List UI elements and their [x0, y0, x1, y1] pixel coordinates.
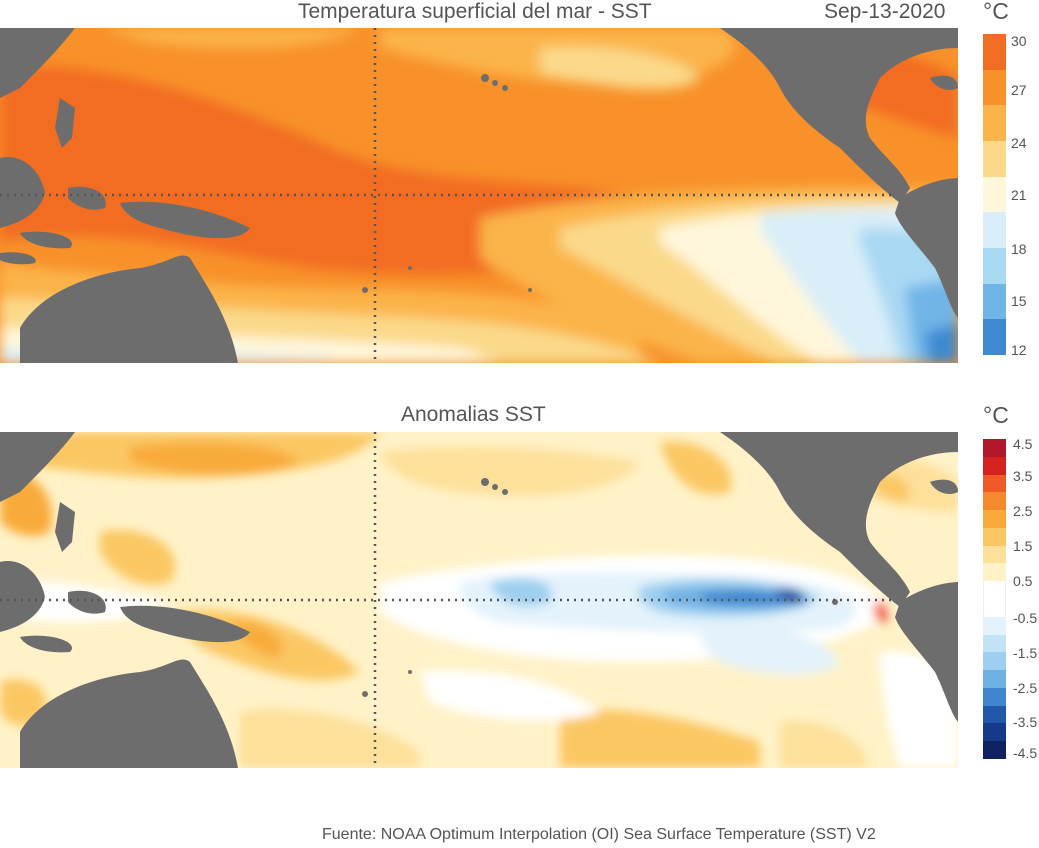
- anom-colorbar-tick-label: 4.5: [1013, 436, 1033, 452]
- anom-colorbar-tick-label: -2.5: [1013, 680, 1038, 696]
- anom-colorbar-swatch: [983, 687, 1006, 707]
- sst-colorbar-swatch: [983, 176, 1006, 213]
- anom-colorbar-swatch: [983, 527, 1006, 547]
- sst-colorbar-tick-label: 12: [1011, 342, 1027, 358]
- sst-land-masses: [0, 28, 958, 363]
- anom-colorbar-swatch: [983, 563, 1006, 582]
- sst-colorbar-tick-label: 21: [1011, 187, 1027, 203]
- anom-colorbar-tick-label: -4.5: [1013, 745, 1038, 761]
- anom-land-masses: [0, 432, 958, 768]
- anom-grid-lines: [0, 432, 895, 768]
- anom-colorbar-tick-label: -1.5: [1013, 645, 1038, 661]
- sst-unit-label: °C: [983, 0, 1009, 24]
- anom-colorbar-tick-label: 0.5: [1013, 573, 1033, 589]
- anom-colorbar-tick-label: 3.5: [1013, 468, 1033, 484]
- sst-colorbar-tick-label: 24: [1011, 135, 1027, 151]
- sst-colorbar-tick-label: 18: [1011, 241, 1027, 257]
- sst-date-label: Sep-13-2020: [824, 0, 946, 23]
- sst-colorbar-swatch: [983, 105, 1006, 142]
- sst-colorbar-swatch: [983, 141, 1006, 178]
- anom-colorbar-swatch: [983, 492, 1006, 511]
- anom-colorbar-swatch: [983, 581, 1006, 600]
- sst-colorbar-swatch: [983, 69, 1006, 106]
- anom-colorbar-swatch: [983, 510, 1006, 529]
- anom-colorbar-swatch: [983, 741, 1006, 760]
- anom-map: [0, 432, 958, 768]
- sst-panel-title: Temperatura superficial del mar - SST: [298, 0, 652, 23]
- anom-colorbar-swatch: [983, 705, 1006, 724]
- sst-map: [0, 28, 958, 363]
- anom-panel-title: Anomalias SST: [401, 403, 546, 426]
- anom-colorbar-tick-label: -3.5: [1013, 714, 1038, 730]
- anom-colorbar-swatch: [983, 456, 1006, 476]
- sst-colorbar-swatch: [983, 283, 1006, 320]
- sst-colorbar-swatch: [983, 212, 1006, 249]
- anom-colorbar-swatch: [983, 723, 1006, 742]
- anom-colorbar-swatch: [983, 652, 1006, 671]
- anom-unit-label: °C: [983, 402, 1009, 428]
- sst-colorbar-swatch: [983, 34, 1006, 71]
- anom-colorbar-tick-label: 1.5: [1013, 538, 1033, 554]
- sst-colorbar-swatch: [983, 319, 1006, 356]
- anom-colorbar-tick-label: 2.5: [1013, 503, 1033, 519]
- sst-colorbar-tick-label: 30: [1011, 33, 1027, 49]
- anom-colorbar: [983, 439, 1006, 760]
- anom-colorbar-swatch: [983, 474, 1006, 493]
- anom-colorbar-swatch: [983, 599, 1006, 618]
- anom-colorbar-swatch: [983, 439, 1006, 458]
- anom-colorbar-swatch: [983, 545, 1006, 564]
- anom-colorbar-swatch: [983, 634, 1006, 653]
- sst-colorbar-tick-label: 15: [1011, 293, 1027, 309]
- anom-colorbar-tick-label: -0.5: [1013, 610, 1038, 626]
- sst-colorbar-tick-label: 27: [1011, 82, 1027, 98]
- sst-colorbar: [983, 34, 1006, 356]
- anom-colorbar-swatch: [983, 616, 1006, 636]
- source-caption: Fuente: NOAA Optimum Interpolation (OI) …: [322, 826, 876, 843]
- sst-colorbar-swatch: [983, 248, 1006, 285]
- anom-colorbar-swatch: [983, 670, 1006, 689]
